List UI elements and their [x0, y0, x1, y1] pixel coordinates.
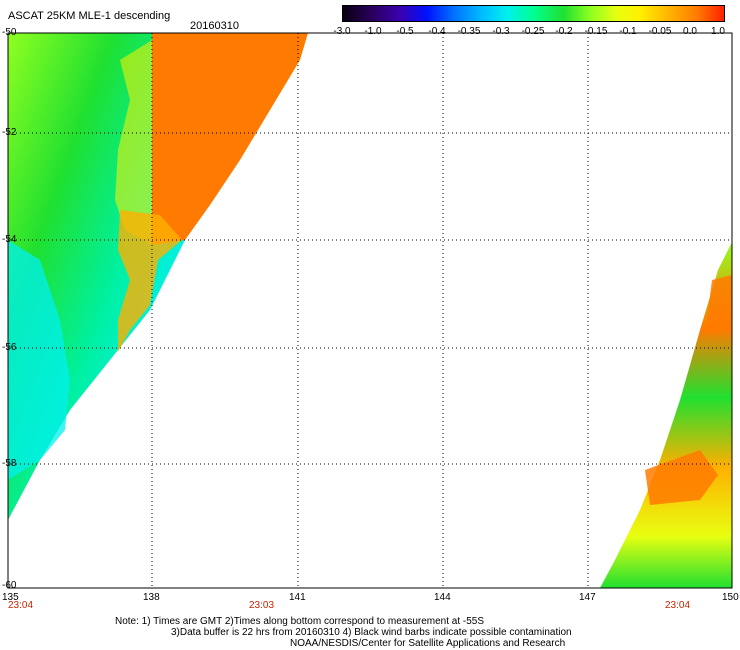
note-line: Note: 1) Times are GMT 2)Times along bot…	[115, 616, 485, 627]
east-swath-orange	[645, 450, 718, 505]
map-grid	[8, 33, 732, 588]
colorbar-label: -0.3	[492, 26, 510, 37]
colorbar-label: 1.0	[711, 26, 725, 37]
lon-label: 141	[289, 592, 306, 603]
map-title: ASCAT 25KM MLE-1 descending	[8, 10, 171, 22]
note-line: 3)Data buffer is 22 hrs from 20160310 4)…	[171, 627, 572, 638]
lon-label: 150	[722, 592, 739, 603]
lon-label: 147	[579, 592, 596, 603]
colorbar-label: -3.0	[333, 26, 351, 37]
note-line: NOAA/NESDIS/Center for Satellite Applica…	[290, 638, 566, 649]
map-date: 20160310	[190, 20, 239, 32]
colorbar-label: -0.15	[584, 26, 608, 37]
colorbar	[342, 5, 725, 22]
colorbar-label: -0.2	[555, 26, 573, 37]
time-label: 23:04	[8, 600, 34, 611]
lat-label: -50	[2, 27, 17, 38]
colorbar-label: -0.4	[428, 26, 446, 37]
time-label: 23:03	[249, 600, 275, 611]
colorbar-label: -0.35	[457, 26, 481, 37]
colorbar-label: -0.25	[521, 26, 545, 37]
west-swath-cyan	[8, 240, 70, 480]
lat-label: -60	[2, 580, 17, 591]
time-label: 23:04	[665, 600, 691, 611]
lon-label: 138	[143, 592, 160, 603]
lat-label: -54	[2, 234, 17, 245]
colorbar-label: -0.05	[648, 26, 672, 37]
lon-label: 135	[2, 592, 19, 603]
east-swath	[600, 242, 732, 588]
lat-label: -58	[2, 458, 17, 469]
colorbar-label: -0.5	[396, 26, 414, 37]
west-swath-orange	[152, 33, 308, 245]
west-swath-orange-edge	[118, 210, 182, 352]
colorbar-label: -1.0	[364, 26, 382, 37]
lat-label: -52	[2, 127, 17, 138]
lat-label: -56	[2, 342, 17, 353]
colorbar-label: 0.0	[683, 26, 697, 37]
map-frame	[7, 32, 733, 589]
east-swath-orange-top	[705, 275, 732, 335]
colorbar-label: -0.1	[619, 26, 637, 37]
lon-label: 144	[434, 592, 451, 603]
west-swath-yellow	[115, 40, 152, 245]
